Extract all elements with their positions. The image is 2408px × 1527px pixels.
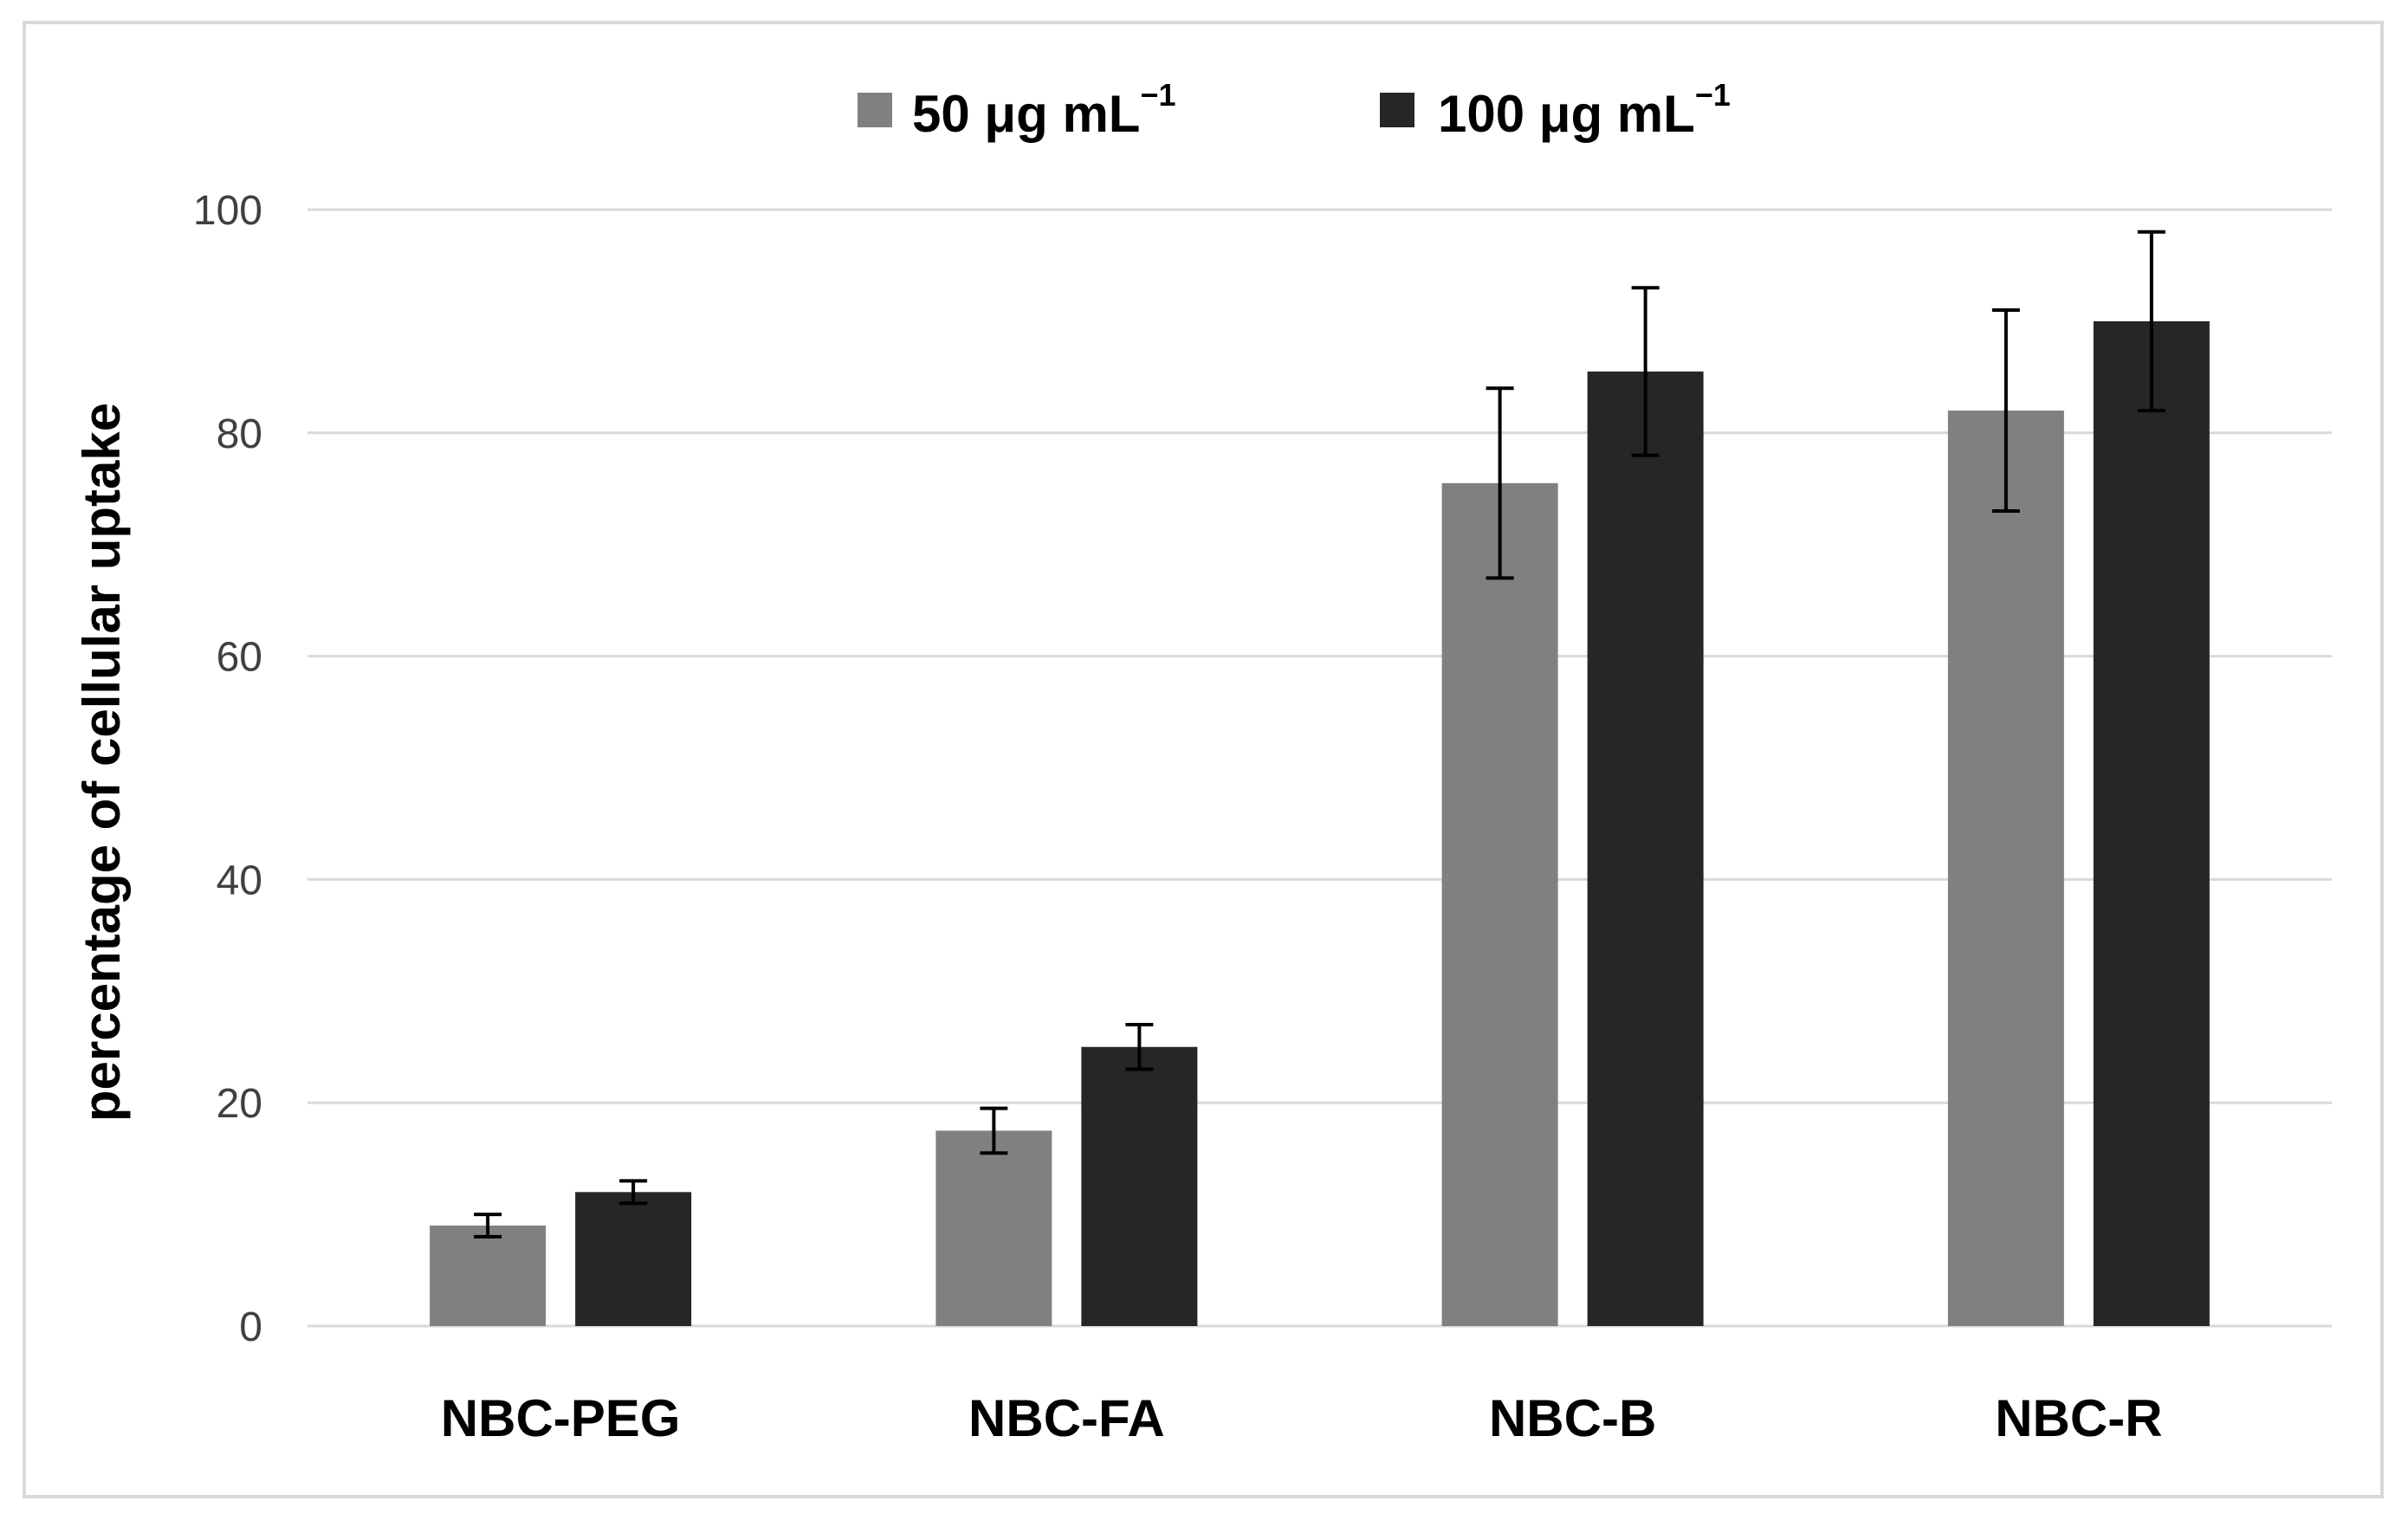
y-tick-label-60: 60 xyxy=(217,635,262,681)
error-bar-NBC-PEG-series-0 xyxy=(474,1213,502,1239)
bar-NBC-PEG-series-0 xyxy=(430,1225,547,1326)
y-tick-label-0: 0 xyxy=(239,1304,262,1350)
error-bar-NBC-FA-series-1 xyxy=(1125,1022,1154,1071)
y-axis-title: percentage of cellular uptake xyxy=(73,403,131,1122)
bar-NBC-B-series-1 xyxy=(1587,371,1704,1326)
bar-NBC-R-series-0 xyxy=(1947,411,2064,1326)
x-tick-label-NBC-FA: NBC-FA xyxy=(968,1389,1165,1447)
error-bars xyxy=(474,230,2165,1239)
legend-item-series-0: 50 μg mL−1 xyxy=(858,77,1175,143)
x-tick-label-NBC-B: NBC-B xyxy=(1489,1389,1656,1447)
legend-swatch-series-0 xyxy=(858,93,892,127)
error-bar-NBC-B-series-0 xyxy=(1486,386,1514,580)
error-bar-NBC-R-series-0 xyxy=(1991,308,2020,514)
legend-swatch-series-1 xyxy=(1380,93,1414,127)
error-bar-NBC-PEG-series-1 xyxy=(619,1179,648,1206)
y-tick-label-40: 40 xyxy=(217,857,262,903)
bar-NBC-R-series-1 xyxy=(2093,320,2210,1326)
y-tick-label-80: 80 xyxy=(217,411,262,457)
x-axis-labels: NBC-PEG NBC-FA NBC-B NBC-R xyxy=(441,1389,2163,1447)
bar-NBC-PEG-series-1 xyxy=(575,1192,692,1326)
bar-NBC-B-series-0 xyxy=(1441,482,1558,1326)
legend-label-series-1: 100 μg mL−1 xyxy=(1438,77,1731,143)
bar-NBC-FA-series-0 xyxy=(935,1130,1052,1326)
error-bar-NBC-B-series-1 xyxy=(1631,286,1660,457)
legend-item-series-1: 100 μg mL−1 xyxy=(1380,77,1731,143)
x-tick-label-NBC-R: NBC-R xyxy=(1995,1389,2162,1447)
y-axis-ticks: 0 20 40 60 80 100 xyxy=(193,188,262,1350)
y-tick-label-100: 100 xyxy=(193,188,262,234)
y-tick-label-20: 20 xyxy=(217,1081,262,1127)
x-tick-label-NBC-PEG: NBC-PEG xyxy=(441,1389,681,1447)
legend-label-series-0: 50 μg mL−1 xyxy=(912,77,1175,143)
bars xyxy=(430,320,2210,1326)
error-bar-NBC-R-series-1 xyxy=(2137,230,2165,413)
legend: 50 μg mL−1 100 μg mL−1 xyxy=(858,77,1731,143)
error-bar-NBC-FA-series-0 xyxy=(980,1106,1008,1155)
bar-NBC-FA-series-1 xyxy=(1081,1046,1198,1326)
